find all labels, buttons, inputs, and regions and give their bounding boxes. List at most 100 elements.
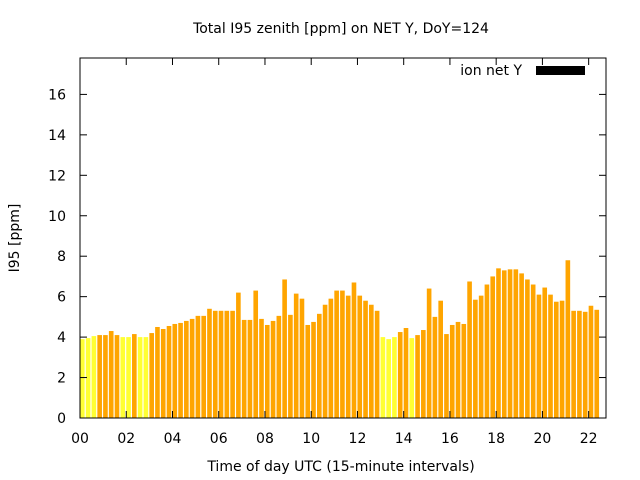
bar (103, 335, 108, 418)
bars (80, 260, 600, 418)
y-tick-label: 10 (48, 209, 66, 225)
bar (212, 310, 218, 418)
y-tick-label: 12 (48, 168, 66, 184)
bar (276, 315, 282, 418)
bar (155, 326, 160, 418)
bar (397, 332, 403, 418)
y-axis: 0 2 4 6 8 10 12 14 16 (48, 87, 606, 427)
x-tick-label: 20 (534, 431, 552, 447)
bar (363, 300, 368, 418)
bar (288, 314, 293, 418)
bar (97, 335, 102, 418)
bar (311, 321, 316, 418)
bar (374, 310, 380, 418)
bar (108, 331, 114, 418)
y-tick-label: 4 (57, 330, 66, 346)
bar (565, 260, 571, 418)
bar (559, 300, 565, 418)
bar (548, 294, 553, 418)
y-tick-label: 2 (57, 371, 66, 387)
bar (501, 270, 507, 418)
bar (143, 337, 149, 418)
y-tick-label: 0 (57, 411, 66, 427)
bar (380, 337, 386, 418)
x-tick-label: 10 (302, 431, 320, 447)
y-axis-label: I95 [ppm] (7, 204, 23, 273)
bar (513, 269, 519, 418)
bar (461, 323, 467, 418)
bar (132, 334, 137, 418)
bar (455, 321, 461, 418)
bar (467, 281, 472, 418)
bar (201, 315, 206, 418)
bar (322, 304, 328, 418)
x-axis-label: Time of day UTC (15-minute intervals) (206, 459, 474, 475)
bar (530, 284, 536, 418)
bar (241, 319, 247, 418)
bar (305, 324, 311, 418)
bar (299, 298, 305, 418)
bar (172, 323, 178, 418)
bar (236, 292, 241, 418)
legend-label: ion net Y (460, 63, 522, 79)
bar (571, 310, 576, 418)
bar (577, 310, 582, 418)
bar (449, 324, 455, 418)
y-tick-label: 16 (48, 87, 66, 103)
bar (259, 318, 264, 418)
bar (444, 334, 449, 418)
x-tick-label: 18 (487, 431, 505, 447)
bar (253, 290, 259, 418)
bar (582, 311, 588, 418)
bar (224, 310, 230, 418)
bar (340, 290, 345, 418)
bar (85, 338, 91, 418)
bar (316, 313, 322, 418)
bar (126, 337, 131, 418)
bar (247, 319, 253, 418)
bar (496, 268, 501, 418)
x-axis: 00 02 04 06 08 10 12 14 16 18 20 22 (71, 58, 598, 447)
bar (270, 320, 276, 418)
bar (392, 337, 397, 418)
x-tick-label: 14 (395, 431, 413, 447)
y-tick-label: 6 (57, 290, 66, 306)
bar (282, 279, 287, 418)
legend: ion net Y (460, 63, 585, 79)
bar (409, 338, 415, 418)
bar (386, 339, 391, 418)
bar (484, 284, 490, 418)
x-tick-label: 06 (210, 431, 228, 447)
bar (438, 300, 443, 418)
bar (80, 339, 85, 418)
x-tick-label: 00 (71, 431, 89, 447)
bar (357, 295, 363, 418)
bar (490, 276, 496, 418)
bar (478, 295, 484, 418)
bar (594, 309, 600, 418)
bar (519, 273, 524, 418)
bar (149, 333, 154, 418)
bar (114, 335, 120, 418)
bar (345, 295, 351, 418)
bar (120, 337, 126, 418)
y-tick-label: 14 (48, 128, 66, 144)
bar (264, 324, 270, 418)
bar (553, 301, 559, 418)
bar (195, 315, 201, 418)
bar (421, 330, 426, 418)
bar (334, 290, 339, 418)
bar (525, 279, 530, 418)
bar (218, 310, 224, 418)
plot-frame (79, 57, 607, 419)
bar (328, 298, 334, 418)
x-tick-label: 08 (256, 431, 274, 447)
bar (507, 269, 513, 418)
bar (536, 294, 542, 418)
bar (426, 288, 432, 418)
bar (432, 316, 438, 418)
x-tick-label: 04 (164, 431, 182, 447)
chart-title: Total I95 zenith [ppm] on NET Y, DoY=124 (192, 21, 489, 37)
bar (542, 287, 548, 418)
